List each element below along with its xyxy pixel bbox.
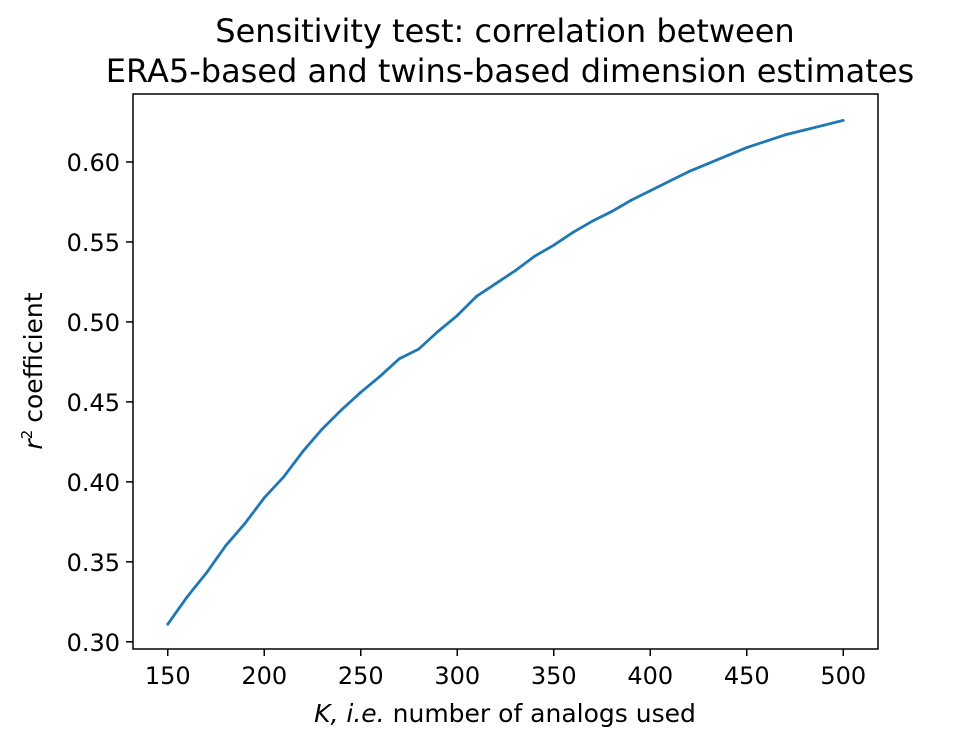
data-point bbox=[166, 622, 170, 626]
plot-area bbox=[166, 118, 845, 626]
data-point bbox=[436, 330, 440, 333]
y-tick-label: 0.60 bbox=[67, 149, 120, 177]
data-point bbox=[494, 282, 498, 285]
x-tick-label: 250 bbox=[338, 662, 384, 690]
data-point bbox=[320, 427, 324, 431]
x-tick-label: 500 bbox=[820, 662, 866, 690]
data-point bbox=[726, 154, 729, 157]
data-point bbox=[764, 139, 768, 143]
y-tick-label: 0.50 bbox=[67, 309, 120, 337]
x-tick-label: 200 bbox=[241, 662, 287, 690]
chart-title: Sensitivity test: correlation between ER… bbox=[106, 12, 914, 90]
y-axis-label: r2 coefficient bbox=[18, 292, 48, 449]
data-point bbox=[475, 294, 478, 298]
y-tick-label: 0.30 bbox=[67, 629, 120, 657]
y-axis-ticks: 0.30 0.35 0.40 0.45 0.50 0.55 0.60 bbox=[67, 149, 133, 657]
data-point bbox=[706, 162, 710, 165]
data-point bbox=[629, 198, 633, 202]
data-point bbox=[783, 133, 787, 137]
data-point bbox=[340, 408, 343, 412]
y-tick-label: 0.40 bbox=[67, 469, 120, 497]
data-point bbox=[204, 571, 208, 575]
data-point bbox=[571, 230, 575, 234]
data-point bbox=[687, 170, 691, 173]
data-point bbox=[243, 522, 247, 525]
data-point bbox=[552, 243, 556, 247]
x-axis-label: K, i.e. number of analogs used bbox=[314, 699, 696, 728]
data-point bbox=[533, 254, 536, 258]
data-point bbox=[513, 269, 517, 273]
x-tick-label: 400 bbox=[627, 662, 673, 690]
data-point bbox=[378, 374, 382, 378]
data-point bbox=[359, 390, 363, 394]
data-point bbox=[282, 475, 285, 479]
x-axis-label-italic: K, i.e. bbox=[314, 699, 385, 728]
data-point bbox=[648, 189, 652, 193]
data-point bbox=[841, 118, 845, 122]
y-tick-label: 0.45 bbox=[67, 389, 120, 417]
y-axis-label-superscript: 2 bbox=[18, 430, 36, 440]
data-point bbox=[668, 179, 671, 183]
data-point bbox=[822, 123, 826, 127]
x-tick-label: 350 bbox=[531, 662, 577, 690]
series-line bbox=[166, 119, 844, 626]
data-point bbox=[224, 544, 228, 548]
x-axis-ticks: 150 200 250 300 350 400 450 500 bbox=[145, 649, 866, 690]
x-axis-label-text: number of analogs used bbox=[393, 699, 696, 728]
data-point bbox=[262, 496, 266, 500]
data-point bbox=[745, 146, 749, 149]
data-point bbox=[590, 219, 594, 223]
x-tick-label: 150 bbox=[145, 662, 191, 690]
chart-title-line-1: Sensitivity test: correlation between bbox=[215, 12, 794, 50]
chart-title-line-2: ERA5-based and twins-based dimension est… bbox=[106, 52, 914, 90]
y-tick-label: 0.55 bbox=[67, 229, 120, 257]
data-point bbox=[610, 210, 614, 213]
y-tick-label: 0.35 bbox=[67, 549, 120, 577]
data-point bbox=[397, 357, 401, 361]
y-axis-label-text: coefficient bbox=[19, 292, 48, 423]
data-point bbox=[803, 128, 807, 132]
plot-frame bbox=[132, 93, 879, 650]
x-tick-label: 450 bbox=[724, 662, 770, 690]
data-point bbox=[301, 450, 305, 453]
data-point bbox=[455, 314, 459, 317]
y-axis-label-symbol: r bbox=[19, 438, 48, 450]
x-tick-label: 300 bbox=[434, 662, 480, 690]
data-point bbox=[417, 347, 421, 351]
data-point bbox=[185, 595, 189, 599]
